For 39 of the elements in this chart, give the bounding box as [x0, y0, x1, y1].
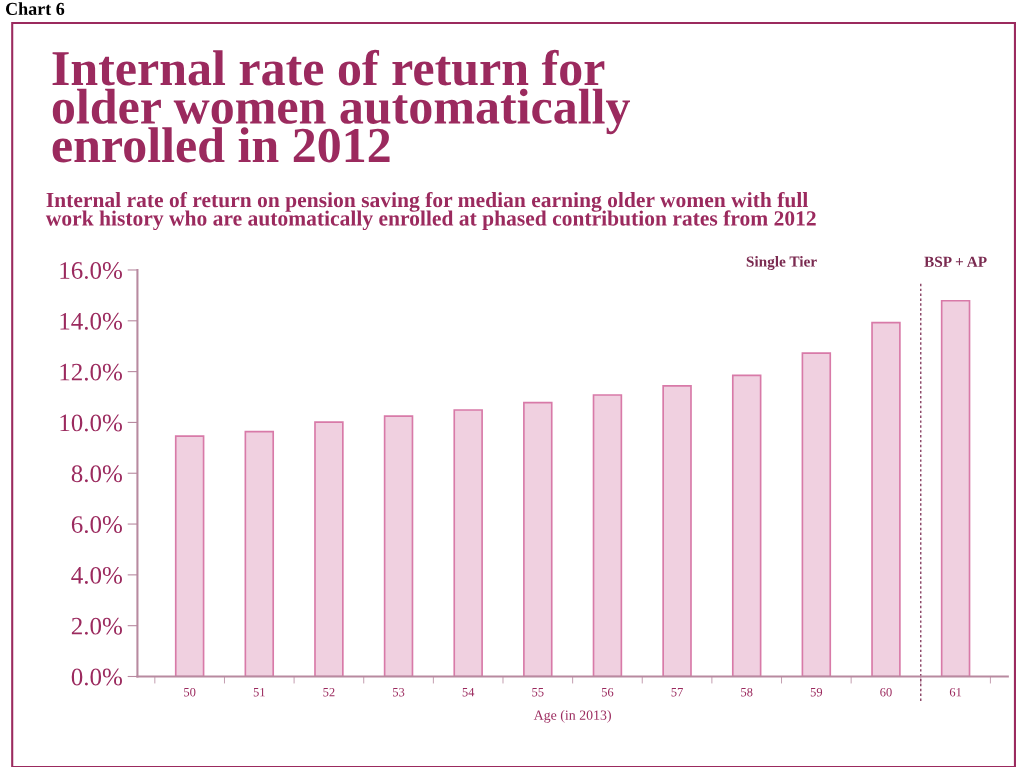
- caption: Chart 6: [5, 2, 65, 16]
- bar: [871, 321, 901, 677]
- bar: [174, 435, 205, 677]
- y-tick-label: 10.0%: [60, 414, 122, 432]
- x-tick-label: 56: [601, 688, 614, 697]
- bar: [940, 299, 971, 677]
- bar: [523, 401, 553, 677]
- bar: [592, 394, 623, 677]
- x-tick-label: 53: [393, 688, 405, 697]
- bar: [244, 430, 275, 677]
- bar: [314, 421, 344, 677]
- x-tick-label: 59: [810, 688, 823, 697]
- x-tick-label: 51: [253, 688, 265, 697]
- bar: [383, 415, 414, 677]
- y-tick-label: 8.0%: [71, 465, 122, 483]
- y-tick-label: 4.0%: [71, 566, 122, 584]
- x-tick-label: 54: [462, 688, 475, 697]
- y-tick-label: 6.0%: [71, 516, 122, 534]
- y-tick-label: 16.0%: [60, 262, 122, 280]
- x-tick-label: 58: [741, 687, 753, 697]
- bar: [801, 352, 832, 677]
- bar: [453, 409, 483, 677]
- x-axis-title: Age (in 2013): [533, 710, 611, 723]
- y-tick-label: 2.0%: [71, 617, 122, 635]
- x-tick-label: 55: [532, 688, 544, 697]
- y-tick-label: 12.0%: [60, 363, 122, 381]
- chart-title: Internal rate of return for older women automatically enrolled in 2012: [52, 49, 631, 163]
- y-tick-label: 14.0%: [60, 312, 122, 330]
- x-tick-label: 52: [323, 688, 335, 697]
- chart-subtitle: Internal rate of return on pension saving for median earning older women with full work history who are automatically enrolled at phased contribution rates from 2012: [45, 191, 816, 231]
- bar: [731, 374, 762, 677]
- x-tick-label: 60: [880, 687, 892, 697]
- text: BSP + AP: [924, 256, 987, 267]
- y-tick-label: 0.0%: [71, 668, 122, 686]
- bar: [662, 385, 692, 677]
- x-tick-label: 57: [671, 688, 683, 697]
- text: Single Tier: [746, 256, 817, 270]
- x-tick-label: 50: [184, 687, 196, 697]
- x-tick-label: 61: [949, 688, 962, 697]
